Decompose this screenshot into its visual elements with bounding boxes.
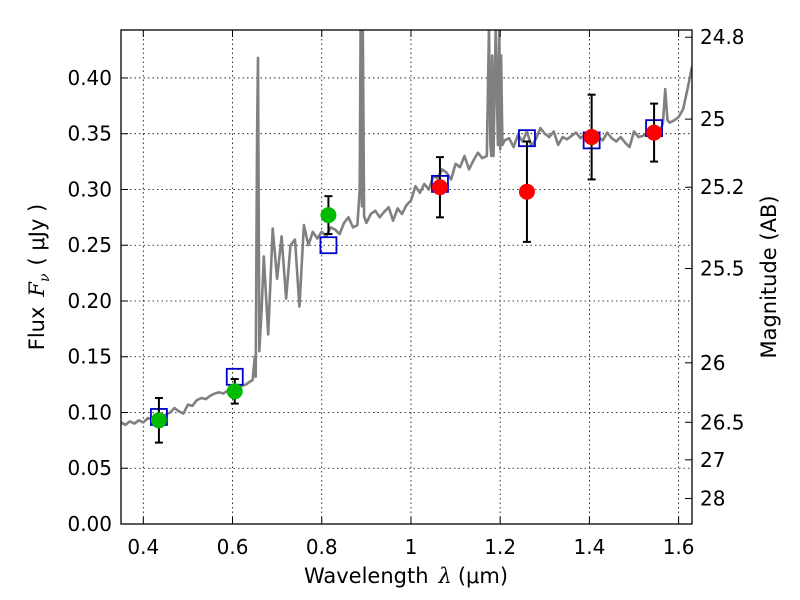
y-tick-label: 0.40: [67, 66, 112, 90]
y-tick-label: 0.00: [67, 512, 112, 536]
y-tick-label: 0.30: [67, 177, 112, 201]
synthetic-flux-square: [319, 236, 338, 255]
x-axis-title-symbol: λ: [438, 564, 452, 588]
x-tick-label: 1.2: [484, 535, 516, 559]
ticks: 0.4 0.6 0.8 1 1.2 1.4 1.6 0.00 0.05 0.10 0.15 0.20 0…: [67, 25, 744, 559]
nir-point: [431, 179, 448, 196]
plot-frame: [120, 29, 693, 525]
optical-point: [320, 207, 337, 224]
y-tick-label: 0.20: [67, 289, 112, 313]
y-tick-label: 0.05: [67, 456, 112, 480]
optical-point: [150, 412, 167, 429]
y-axis-title-unit: ( μJy ): [25, 204, 49, 266]
nir-point: [583, 129, 600, 146]
x-tick-label: 1: [405, 535, 418, 559]
magnitude-tick-label: 26.5: [700, 410, 745, 434]
x-tick-label: 0.4: [127, 535, 159, 559]
x-tick-label: 0.6: [217, 535, 249, 559]
y-tick-label: 0.10: [67, 400, 112, 424]
data-layer: [121, 30, 692, 444]
magnitude-tick-label: 28: [700, 486, 725, 510]
y-tick-label: 0.15: [67, 345, 112, 369]
magnitude-tick-label: 27: [700, 448, 725, 472]
optical-point: [226, 383, 243, 400]
x-tick-label: 0.8: [306, 535, 338, 559]
x-tick-label: 1.4: [573, 535, 605, 559]
nir-point: [518, 183, 535, 200]
x-axis-title-main: Wavelength: [304, 564, 429, 588]
magnitude-axis-title: Magnitude (AB): [757, 195, 781, 358]
magnitude-tick-label: 25: [700, 107, 725, 131]
x-axis-title-unit: (μm): [458, 564, 508, 588]
magnitude-tick-label: 25.5: [700, 257, 745, 281]
y-tick-label: 0.25: [67, 233, 112, 257]
magnitude-tick-label: 25.2: [700, 175, 745, 199]
y-tick-label: 0.35: [67, 122, 112, 146]
magnitude-tick-label: 24.8: [700, 25, 745, 49]
y-axis-title-main: Flux: [25, 307, 49, 351]
y-axis-title: Flux Fν ( μJy ): [25, 204, 53, 350]
y-axis-title-subscript: ν: [37, 273, 53, 282]
x-tick-label: 1.6: [663, 535, 695, 559]
y-axis-title-symbol: F: [25, 281, 49, 298]
nir-point: [646, 124, 663, 141]
magnitude-tick-label: 26: [700, 351, 725, 375]
x-axis-title: Wavelength λ (μm): [304, 564, 508, 588]
